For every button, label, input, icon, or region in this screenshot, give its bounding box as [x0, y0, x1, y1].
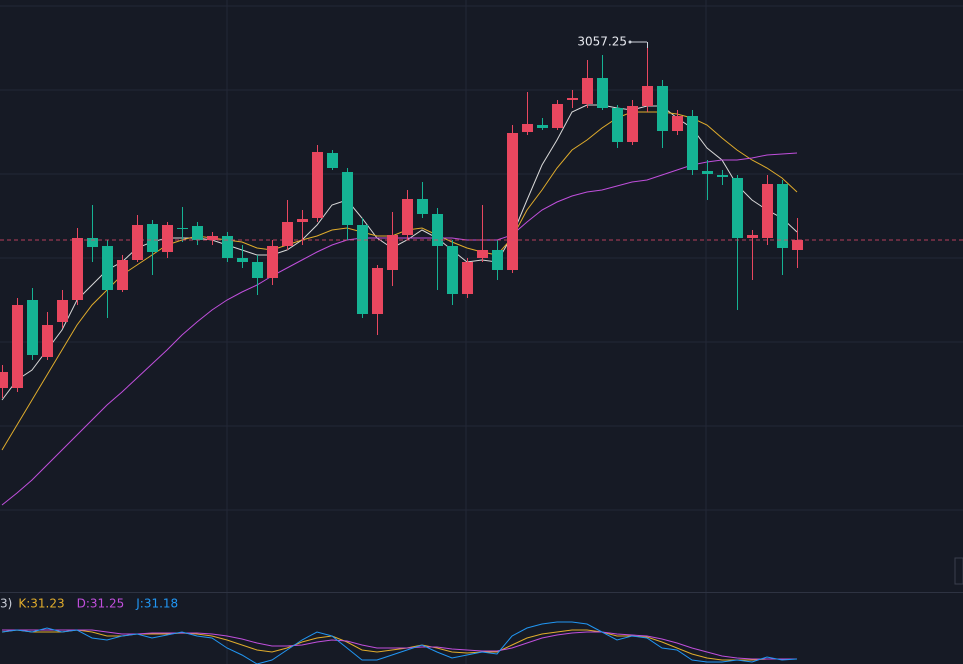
candle-body	[792, 240, 803, 250]
candle-body	[342, 172, 353, 225]
candle-body	[522, 124, 533, 132]
candle-body	[717, 175, 728, 177]
candle-body	[747, 235, 758, 238]
candle-body	[102, 246, 113, 290]
candle-body	[267, 246, 278, 278]
candle-body	[477, 250, 488, 258]
candle-body	[42, 325, 53, 357]
candle-body	[732, 178, 743, 238]
legend-entry: D:31.25	[77, 597, 125, 611]
candle-body	[162, 225, 173, 252]
candle-body	[222, 236, 233, 258]
candle-body	[0, 372, 8, 388]
candle-body	[627, 106, 638, 142]
candle-body	[687, 116, 698, 170]
candle-body	[762, 184, 773, 238]
candle-body	[507, 133, 518, 270]
candle-body	[177, 228, 188, 229]
candle-body	[192, 226, 203, 240]
candle-body	[117, 260, 128, 290]
indicator-line	[2, 629, 797, 660]
candle-body	[462, 262, 473, 294]
candle-body	[87, 238, 98, 247]
candle-body	[432, 214, 443, 246]
indicator-label: 3)	[0, 597, 12, 611]
candle-body	[312, 152, 323, 218]
candle-body	[447, 246, 458, 294]
candle-body	[552, 104, 563, 128]
legend-entry: J:31.18	[135, 597, 178, 611]
candle-body	[387, 235, 398, 270]
high-annotation: 3057.25	[577, 35, 627, 49]
candle-body	[537, 125, 548, 128]
candle-body	[567, 98, 578, 100]
candle-body	[612, 108, 623, 142]
candle-body	[657, 86, 668, 131]
candle-body	[132, 225, 143, 260]
candle-body	[12, 305, 23, 388]
candle-body	[402, 199, 413, 235]
candle-body	[27, 300, 38, 355]
scroll-handle[interactable]	[954, 557, 963, 585]
indicator-line	[1, 629, 797, 661]
candle-body	[297, 219, 308, 222]
candle-body	[492, 250, 503, 270]
candle-body	[147, 224, 158, 252]
candle-body	[57, 300, 68, 322]
candle-body	[702, 171, 713, 174]
candle-body	[597, 78, 608, 108]
candle-body	[777, 184, 788, 248]
candle-body	[642, 86, 653, 106]
candle-body	[207, 236, 218, 240]
candle-body	[282, 222, 293, 246]
candle-body	[417, 199, 428, 214]
candle-body	[252, 262, 263, 278]
candle-body	[72, 238, 83, 300]
moving-average-line	[1, 104, 798, 401]
candle-body	[582, 78, 593, 104]
candle-body	[672, 116, 683, 131]
candle-body	[327, 153, 338, 168]
annotation-dot	[628, 40, 632, 44]
candle-body	[357, 225, 368, 314]
candle-body	[372, 268, 383, 314]
indicator-line	[1, 621, 798, 664]
candle-body	[237, 258, 248, 262]
legend-entry: K:31.23	[18, 597, 64, 611]
moving-average-line	[1, 152, 798, 506]
